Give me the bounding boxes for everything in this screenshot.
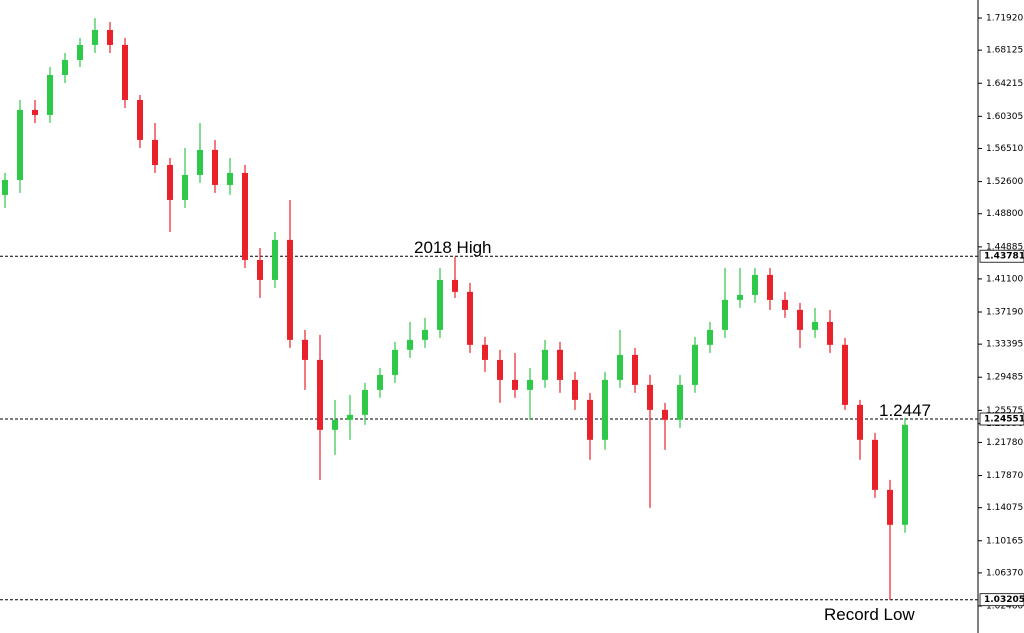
candle-body [122,44,128,100]
candle-body [617,354,623,380]
candle-body [332,419,338,430]
candle-body [197,149,203,175]
y-tick-label: 1.41100 [986,274,1023,284]
y-tick-label: 1.37190 [986,308,1023,318]
candle-body [707,329,713,345]
candle-body [587,399,593,440]
candle-body [227,172,233,185]
candle-body [902,424,908,525]
candle-body [17,109,23,180]
candle-body [467,291,473,345]
candle-body [737,294,743,300]
candle-body [317,359,323,430]
price-box [979,593,1024,607]
candle-body [677,384,683,420]
y-tick-label: 1.29485 [986,373,1023,383]
y-tick-label: 1.64215 [986,79,1023,89]
candle-body [497,359,503,380]
candle-body [797,309,803,330]
candle-body [302,339,308,360]
y-tick-label: 1.71920 [986,14,1023,24]
price-label: 1.03205 [984,595,1024,605]
price-label: 1.43781 [984,252,1024,262]
y-tick-label: 1.17870 [986,471,1023,481]
y-tick-label: 1.44885 [986,242,1023,252]
candle-body [887,489,893,525]
candle-body [722,299,728,330]
candle-body [662,409,668,420]
candle-body [752,274,758,295]
candle-body [512,379,518,390]
price-box [979,249,1024,263]
candle-body [77,44,83,61]
candle-body [2,179,8,195]
candle-body [362,389,368,415]
candle-body [782,299,788,310]
candle-body [557,349,563,380]
candle-body [632,354,638,385]
candle-body [407,339,413,350]
candle-body [212,149,218,185]
candle-body [422,329,428,340]
y-tick-label: 1.48800 [986,209,1023,219]
candle-body [452,279,458,292]
annotation: 1.2447 [879,401,931,420]
candle-body [107,29,113,45]
annotation: Record Low [824,605,915,624]
y-tick-label: 1.25575 [986,406,1023,416]
y-tick-label: 1.60305 [986,112,1023,122]
y-tick-label: 1.56510 [986,144,1023,154]
candle-body [47,74,53,115]
candle-body [377,374,383,390]
candle-body [767,274,773,300]
candle-body [287,239,293,340]
price-label: 1.24551 [984,415,1024,425]
candle-body [137,99,143,140]
candle-body [347,414,353,420]
candle-body [272,239,278,280]
candle-body [482,344,488,360]
candle-body [857,404,863,440]
candle-body [542,349,548,380]
y-tick-label: 1.02460 [986,601,1023,611]
candle-body [527,379,533,390]
candle-body [167,164,173,200]
annotation: 2018 High [414,238,492,257]
y-tick-label: 1.10165 [986,536,1023,546]
y-tick-label: 1.14075 [986,503,1023,513]
candle-body [842,344,848,405]
y-tick-label: 1.33395 [986,340,1023,350]
candle-body [62,60,68,75]
candle-body [242,172,248,260]
candle-body [692,344,698,385]
y-tick-label: 1.06370 [986,568,1023,578]
candle-body [572,379,578,400]
candle-body [437,279,443,330]
candle-body [152,139,158,165]
candle-body [92,29,98,45]
candle-body [32,109,38,115]
candle-body [827,321,833,345]
candle-body [872,439,878,490]
candle-body [182,174,188,200]
candle-body [602,379,608,440]
y-tick-label: 1.21780 [986,438,1023,448]
y-tick-label: 1.52600 [986,177,1023,187]
price-box [979,412,1024,426]
y-tick-label: 1.68125 [986,46,1023,56]
candle-body [647,384,653,410]
candle-body [257,259,263,280]
candle-body [812,321,818,330]
candle-body [392,349,398,375]
